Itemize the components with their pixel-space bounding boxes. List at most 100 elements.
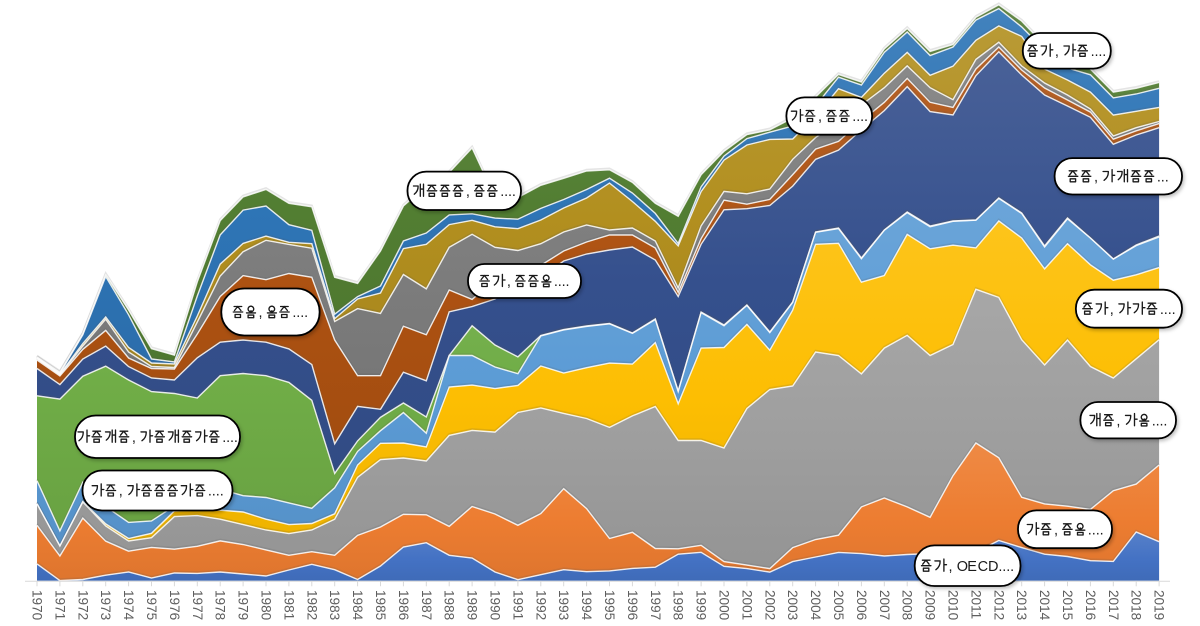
svg-text:1997: 1997 xyxy=(648,590,663,620)
svg-text:1976: 1976 xyxy=(167,590,182,620)
svg-text:.: . xyxy=(1156,413,1160,429)
svg-text:.: . xyxy=(216,484,220,500)
svg-text:1983: 1983 xyxy=(327,590,342,620)
svg-text:.: . xyxy=(566,274,570,290)
svg-text:1972: 1972 xyxy=(75,590,90,620)
svg-text:.: . xyxy=(1160,413,1164,429)
svg-text:.: . xyxy=(230,430,234,446)
svg-text:2016: 2016 xyxy=(1083,590,1098,620)
svg-text:,: , xyxy=(1116,413,1120,429)
svg-text:1980: 1980 xyxy=(259,590,274,621)
svg-text:.: . xyxy=(212,484,216,500)
svg-text:1987: 1987 xyxy=(419,590,434,620)
svg-text:.: . xyxy=(1098,44,1102,60)
svg-text:.: . xyxy=(292,305,296,321)
svg-text:2005: 2005 xyxy=(831,590,846,620)
svg-text:,: , xyxy=(818,109,822,125)
svg-text:,: , xyxy=(1110,302,1114,318)
svg-text:.: . xyxy=(562,274,566,290)
svg-text:2004: 2004 xyxy=(808,590,823,621)
svg-text:1988: 1988 xyxy=(442,590,457,620)
svg-text:.: . xyxy=(998,559,1002,575)
svg-text:.: . xyxy=(504,184,508,200)
svg-text:.: . xyxy=(1161,170,1165,186)
svg-text:1977: 1977 xyxy=(190,590,205,620)
svg-text:1993: 1993 xyxy=(556,590,571,620)
svg-text:1994: 1994 xyxy=(579,590,594,621)
svg-text:.: . xyxy=(220,484,224,500)
svg-text:.: . xyxy=(1163,413,1167,429)
svg-text:D: D xyxy=(988,559,998,575)
svg-text:2010: 2010 xyxy=(946,590,961,621)
svg-text:C: C xyxy=(978,559,988,575)
svg-text:.: . xyxy=(296,305,300,321)
svg-text:.: . xyxy=(1157,170,1161,186)
svg-text:.: . xyxy=(1160,302,1164,318)
svg-text:1989: 1989 xyxy=(465,590,480,620)
svg-text:2008: 2008 xyxy=(900,590,915,620)
svg-text:.: . xyxy=(1152,413,1156,429)
svg-text:.: . xyxy=(558,274,562,290)
svg-text:1982: 1982 xyxy=(304,590,319,620)
svg-text:,: , xyxy=(466,184,470,200)
svg-text:.: . xyxy=(512,184,516,200)
svg-text:2000: 2000 xyxy=(717,590,732,621)
svg-text:1978: 1978 xyxy=(213,590,228,620)
svg-text:1974: 1974 xyxy=(121,590,136,621)
svg-text:1975: 1975 xyxy=(144,590,159,620)
svg-text:2017: 2017 xyxy=(1106,590,1121,620)
svg-text:1971: 1971 xyxy=(52,590,67,620)
svg-text:2011: 2011 xyxy=(968,590,983,619)
svg-text:.: . xyxy=(1088,523,1092,539)
svg-text:.: . xyxy=(554,274,558,290)
svg-text:.: . xyxy=(1006,559,1010,575)
svg-text:.: . xyxy=(1091,44,1095,60)
svg-text:.: . xyxy=(300,305,304,321)
svg-text:2009: 2009 xyxy=(923,590,938,620)
svg-text:.: . xyxy=(222,430,226,446)
svg-text:.: . xyxy=(856,109,860,125)
svg-text:1970: 1970 xyxy=(30,590,45,621)
svg-text:.: . xyxy=(1010,559,1014,575)
svg-text:1973: 1973 xyxy=(98,590,113,620)
svg-text:2012: 2012 xyxy=(991,590,1006,620)
svg-text:.: . xyxy=(1172,302,1176,318)
svg-text:2006: 2006 xyxy=(854,590,869,620)
svg-text:1984: 1984 xyxy=(350,590,365,621)
svg-text:2015: 2015 xyxy=(1060,590,1075,620)
svg-text:1979: 1979 xyxy=(236,590,251,620)
svg-text:2013: 2013 xyxy=(1014,590,1029,620)
svg-text:.: . xyxy=(234,430,238,446)
svg-text:.: . xyxy=(208,484,212,500)
svg-text:,: , xyxy=(1054,523,1058,539)
svg-text:,: , xyxy=(119,484,123,500)
svg-text:.: . xyxy=(304,305,308,321)
svg-text:.: . xyxy=(1095,44,1099,60)
svg-text:2014: 2014 xyxy=(1037,590,1052,621)
svg-text:.: . xyxy=(860,109,864,125)
svg-text:1992: 1992 xyxy=(533,590,548,620)
svg-text:2018: 2018 xyxy=(1129,590,1144,620)
svg-text:2019: 2019 xyxy=(1152,590,1167,620)
svg-text:.: . xyxy=(1092,523,1096,539)
svg-text:1985: 1985 xyxy=(373,590,388,620)
svg-text:1996: 1996 xyxy=(625,590,640,620)
svg-text:1995: 1995 xyxy=(602,590,617,620)
svg-text:1991: 1991 xyxy=(510,590,525,620)
svg-text:.: . xyxy=(1100,523,1104,539)
svg-text:,: , xyxy=(507,274,511,290)
svg-text:2007: 2007 xyxy=(877,590,892,620)
svg-text:1999: 1999 xyxy=(694,590,709,620)
svg-text:,: , xyxy=(1055,44,1059,60)
svg-text:2002: 2002 xyxy=(762,590,777,620)
svg-text:E: E xyxy=(967,559,977,575)
svg-text:,: , xyxy=(949,559,953,575)
svg-text:.: . xyxy=(1165,170,1169,186)
svg-text:.: . xyxy=(1102,44,1106,60)
svg-text:.: . xyxy=(226,430,230,446)
svg-text:.: . xyxy=(1164,302,1168,318)
svg-text:1998: 1998 xyxy=(671,590,686,620)
svg-text:O: O xyxy=(957,559,968,575)
svg-text:.: . xyxy=(1168,302,1172,318)
svg-text:,: , xyxy=(132,430,136,446)
